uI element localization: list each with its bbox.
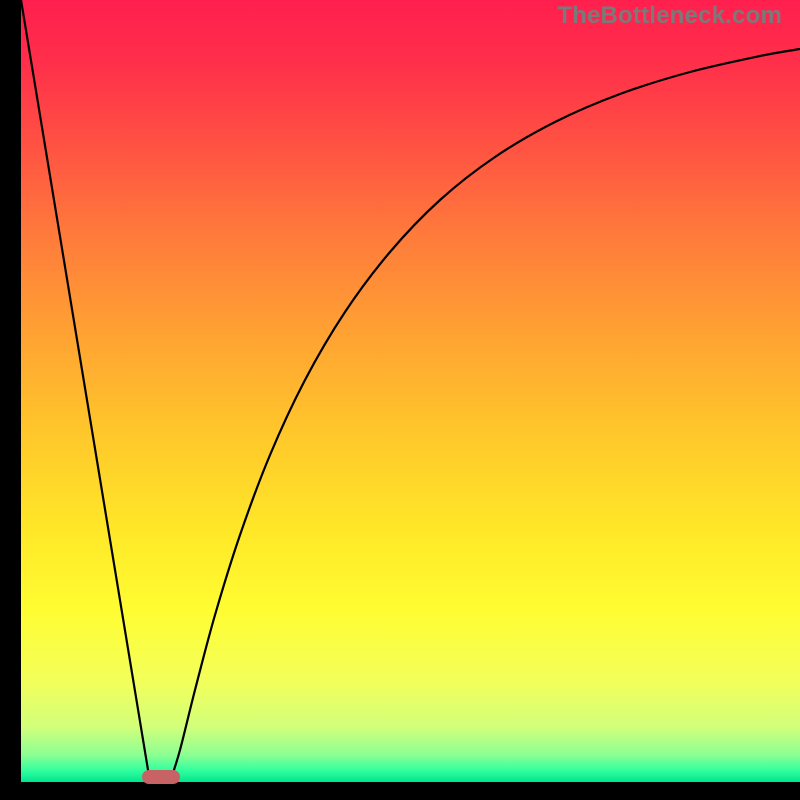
optimum-marker (142, 770, 180, 784)
plot-background (21, 0, 800, 782)
watermark-text: TheBottleneck.com (557, 2, 782, 30)
chart-svg (0, 0, 800, 800)
bottleneck-chart: TheBottleneck.com (0, 0, 800, 800)
